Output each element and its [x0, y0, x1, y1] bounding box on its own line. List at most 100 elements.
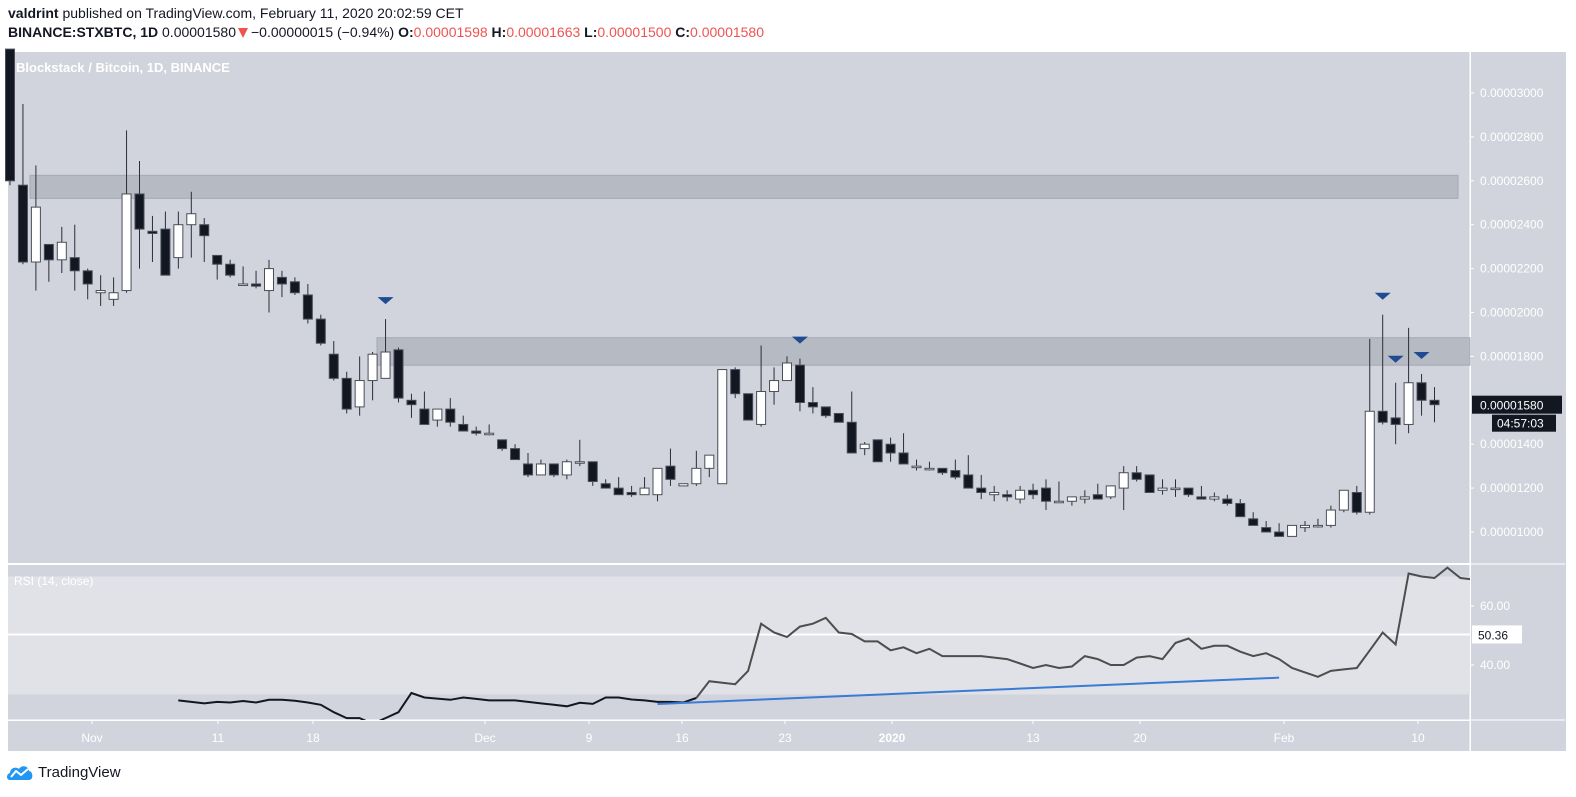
divergence-trendline[interactable]	[657, 676, 1280, 705]
bear-candle	[212, 254, 223, 265]
open-label: O:	[398, 24, 414, 40]
price-tick-label: 0.00002200	[1480, 262, 1544, 276]
bull-candle	[1209, 496, 1220, 500]
high-value: 0.00001663	[506, 24, 581, 40]
price-tick-label: 0.00003000	[1480, 86, 1544, 100]
bear-candle	[43, 243, 54, 261]
bear-candle	[17, 184, 28, 263]
bull-candle	[1300, 524, 1310, 529]
bear-candle	[1235, 502, 1246, 518]
bear-candle	[1144, 474, 1155, 493]
bull-candle	[574, 461, 585, 464]
bull-candle	[238, 283, 249, 286]
bull-candle	[859, 443, 870, 450]
bear-candle	[872, 439, 883, 463]
close-label: C:	[675, 24, 691, 40]
time-tick-label: 23	[778, 731, 792, 745]
down-arrow-icon	[237, 28, 248, 39]
bull-candle	[380, 351, 391, 379]
current-price-label: 0.00001580	[1480, 399, 1544, 413]
bear-candle	[548, 463, 559, 476]
time-tick-label: 9	[586, 731, 593, 745]
bear-candle	[147, 230, 158, 234]
rsi-tick-label: 60.00	[1480, 599, 1510, 613]
bear-candle	[626, 491, 637, 496]
bear-candle	[587, 461, 598, 483]
rsi-band	[8, 576, 1470, 695]
current-price-badge	[1472, 395, 1562, 414]
bear-candle	[1131, 472, 1142, 480]
bull-candle	[367, 353, 378, 382]
price-pane[interactable]	[8, 52, 1470, 563]
bull-candle	[535, 463, 546, 476]
bear-candle	[820, 406, 831, 417]
bull-candle	[989, 491, 1000, 496]
low-value: 0.00001500	[597, 24, 672, 40]
bear-candle	[1183, 487, 1194, 496]
bear-candle	[199, 224, 210, 237]
tradingview-footer: TradingView	[6, 763, 121, 781]
bear-candle	[419, 408, 430, 425]
bull-candle	[56, 241, 67, 261]
price-tick-label: 0.00002400	[1480, 218, 1544, 232]
price-tick-label: 0.00001200	[1480, 481, 1544, 495]
bull-candle	[652, 467, 663, 496]
bear-candle	[69, 257, 80, 272]
bear-candle	[315, 318, 326, 344]
rsi-title: RSI (14, close)	[14, 574, 93, 588]
price-tick-label: 0.00001800	[1480, 349, 1544, 363]
bull-candle	[769, 380, 780, 393]
bear-candle	[1390, 417, 1401, 425]
bull-candle	[561, 461, 572, 476]
bear-candle	[1261, 527, 1272, 533]
rsi-line	[695, 566, 1470, 699]
high-label: H:	[491, 24, 507, 40]
close-value: 0.00001580	[690, 24, 764, 40]
author-name[interactable]: valdrint	[8, 5, 59, 21]
bear-candle	[600, 483, 611, 489]
resistance-zone[interactable]	[376, 337, 1471, 366]
bear-candle	[302, 294, 313, 320]
bearish-marker-icon	[1413, 351, 1430, 359]
price-tick-label: 0.00001000	[1480, 525, 1544, 539]
bearish-marker-icon	[377, 297, 394, 305]
bear-candle	[523, 463, 533, 476]
bull-candle	[186, 213, 197, 226]
last-price: 0.00001580	[162, 24, 236, 40]
bear-candle	[794, 364, 805, 403]
countdown-badge	[1492, 414, 1556, 432]
brand-name: TradingView	[38, 763, 121, 781]
price-tick-label: 0.00001400	[1480, 437, 1544, 451]
bull-candle	[264, 268, 274, 292]
bull-candle	[1105, 485, 1116, 498]
bear-candle	[5, 48, 15, 182]
bear-candle	[328, 353, 339, 379]
bear-candle	[833, 412, 844, 423]
time-axis[interactable]	[8, 721, 1470, 751]
bear-candle	[846, 421, 857, 454]
bull-candle	[639, 487, 650, 496]
bear-candle	[898, 452, 909, 465]
bull-candle	[1079, 496, 1090, 500]
bear-candle	[82, 270, 93, 285]
bearish-marker-icon	[1387, 355, 1404, 363]
bear-candle	[160, 228, 171, 276]
bear-candle	[743, 393, 754, 421]
bull-candle	[704, 454, 715, 469]
bull-candle	[95, 290, 106, 294]
bull-candle	[756, 391, 767, 425]
price-tick-label: 0.00002000	[1480, 306, 1544, 320]
bear-candle	[1351, 491, 1362, 513]
price-change: −0.00000015 (−0.94%)	[250, 24, 395, 40]
bear-candle	[665, 465, 676, 480]
chart-title: Blockstack / Bitcoin, 1D, BINANCE	[16, 60, 230, 75]
rsi-value-badge	[1472, 625, 1522, 644]
tradingview-cloud-icon	[7, 766, 33, 780]
resistance-zone[interactable]	[29, 174, 1459, 199]
bull-candle	[1066, 496, 1077, 502]
bear-candle	[458, 423, 469, 432]
rsi-value-label: 50.36	[1478, 628, 1508, 642]
bull-candle	[1170, 487, 1181, 491]
time-tick-label: Nov	[81, 731, 102, 745]
